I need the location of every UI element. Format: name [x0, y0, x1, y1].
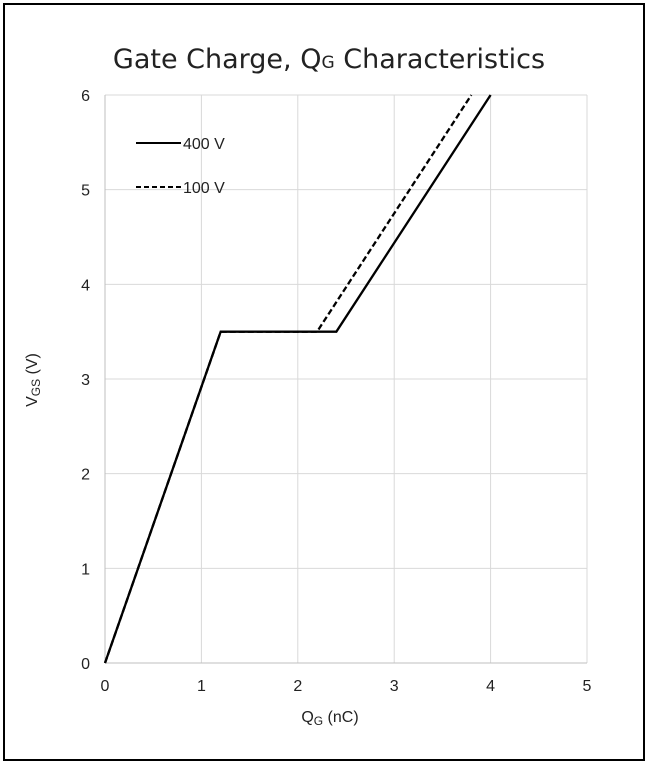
x-tick-label: 4 [486, 678, 495, 695]
chart-title: Gate Charge, QG Characteristics [113, 44, 545, 75]
legend: 400 V 100 V [136, 136, 225, 197]
legend-label-100v: 100 V [183, 180, 225, 197]
y-tick-label: 0 [81, 656, 90, 673]
y-tick-label: 6 [81, 88, 90, 105]
x-tick-label: 0 [101, 678, 110, 695]
y-axis-label-sub: GS [29, 379, 43, 396]
y-tick-label: 4 [81, 277, 90, 294]
x-axis-label-main: Q [301, 709, 313, 726]
series-line-400v [103, 94, 492, 664]
y-axis-label: VGS (V) [24, 353, 43, 407]
x-tick-label: 2 [293, 678, 302, 695]
y-axis-label-main: V [24, 396, 41, 407]
x-tick-label: 3 [390, 678, 399, 695]
y-tick-label: 3 [81, 372, 90, 389]
y-tick-label: 5 [81, 183, 90, 200]
x-axis-label-rest: (nC) [323, 709, 359, 726]
chart-title-main: Gate Charge, Q [113, 44, 322, 75]
y-tick-label: 1 [81, 561, 90, 578]
x-tick-label: 1 [197, 678, 206, 695]
grid [105, 94, 588, 663]
legend-label-400v: 400 V [183, 136, 225, 153]
chart-title-rest: Characteristics [335, 44, 545, 75]
y-axis-label-rest: (V) [24, 353, 41, 379]
x-axis-label-sub: G [314, 714, 323, 728]
y-tick-label: 2 [81, 467, 90, 484]
axes: 0 1 2 3 4 5 0 1 2 3 4 5 6 [81, 88, 591, 695]
chart-title-sub: G [321, 53, 334, 73]
x-tick-label: 5 [583, 678, 592, 695]
chart-frame [3, 3, 645, 761]
series-layer [103, 94, 492, 664]
x-axis-label: QG (nC) [301, 709, 358, 728]
